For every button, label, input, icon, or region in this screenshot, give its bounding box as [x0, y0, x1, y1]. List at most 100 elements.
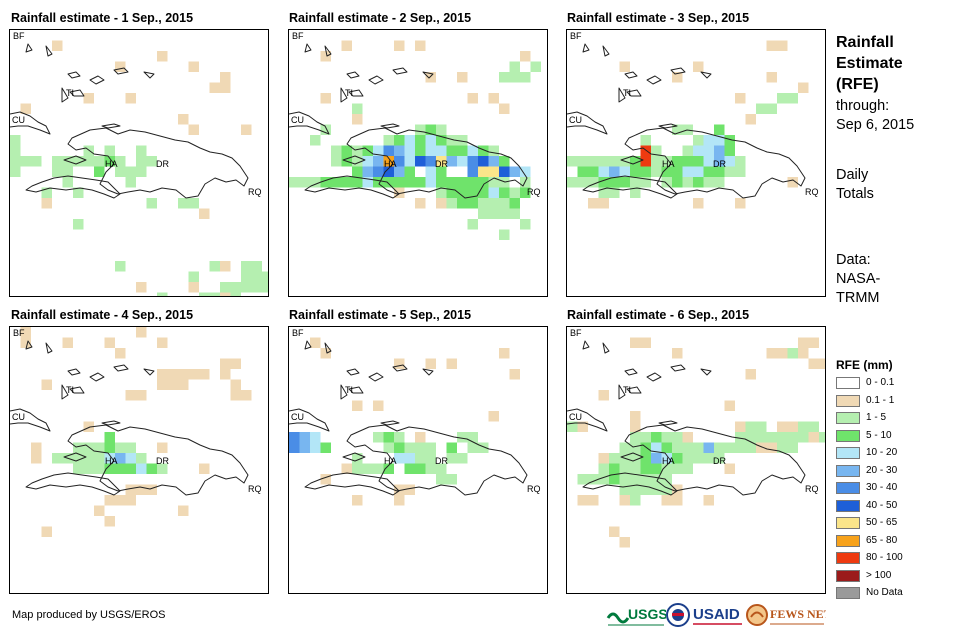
coastline-path	[143, 71, 155, 79]
rain-cell	[619, 166, 630, 177]
coastline-path	[89, 372, 105, 382]
rain-cell	[157, 442, 168, 453]
rain-cell	[488, 208, 499, 219]
coastline-path	[567, 408, 608, 432]
rain-cell	[714, 124, 725, 135]
usaid-seal-icon	[666, 602, 690, 628]
rain-cell	[756, 432, 767, 443]
coastline-path	[620, 452, 644, 462]
rain-cell	[125, 495, 136, 506]
country-label-rq: RQ	[805, 484, 819, 494]
rain-cell	[157, 369, 168, 380]
rain-cell	[509, 198, 520, 209]
rain-cell	[241, 124, 252, 135]
rain-cell	[619, 61, 630, 72]
rain-cell	[509, 166, 520, 177]
rain-cell	[104, 145, 115, 156]
rain-cell	[188, 282, 199, 293]
rain-cell	[230, 358, 241, 369]
legend-swatch	[836, 464, 860, 477]
rain-cell	[220, 72, 231, 83]
rain-cell	[115, 495, 126, 506]
map-1: BF CU TI HA DR RQ	[10, 31, 268, 296]
rain-cell	[73, 187, 84, 198]
rain-cell	[693, 177, 704, 188]
rain-cell	[798, 348, 809, 359]
rain-cell	[320, 348, 331, 359]
rain-cell	[41, 379, 52, 390]
rain-cell	[567, 156, 578, 167]
rain-cell	[756, 421, 767, 432]
side-title-line-2: Estimate	[836, 55, 903, 72]
rain-cell	[651, 453, 662, 464]
rain-cells	[10, 40, 268, 296]
rain-cell	[394, 358, 405, 369]
coastline-path	[348, 89, 364, 97]
rain-cell	[362, 166, 373, 177]
rain-cell	[777, 442, 788, 453]
rain-cell	[20, 103, 31, 114]
coastline-path	[25, 43, 33, 53]
legend-title: RFE (mm)	[836, 358, 893, 372]
rain-cell	[425, 156, 436, 167]
rain-cell	[394, 432, 405, 443]
country-label-ti: TI	[345, 88, 353, 98]
rain-cell	[436, 463, 447, 474]
legend-label: 0.1 - 1	[866, 394, 895, 406]
rain-cell	[394, 166, 405, 177]
rain-cell	[478, 187, 489, 198]
rain-cell	[299, 432, 310, 443]
country-label-rq: RQ	[805, 187, 819, 197]
rain-cell	[104, 337, 115, 348]
rain-cell	[640, 453, 651, 464]
rain-cell	[394, 156, 405, 167]
rain-cell	[310, 135, 321, 146]
coastline-path	[348, 386, 364, 394]
rain-cell	[630, 432, 641, 443]
rain-cell	[598, 156, 609, 167]
rain-cell	[724, 135, 735, 146]
country-label-ha: HA	[105, 159, 118, 169]
rain-cell	[52, 166, 63, 177]
rain-cell	[567, 177, 578, 188]
map-6: BF CU TI HA DR RQ	[567, 328, 825, 548]
rain-cell	[499, 348, 510, 359]
rain-cell	[136, 166, 147, 177]
rain-cell	[577, 474, 588, 485]
rain-cell	[115, 156, 126, 167]
rain-cell	[352, 156, 363, 167]
rain-cell	[104, 442, 115, 453]
rain-cell	[320, 177, 331, 188]
country-label-ha: HA	[384, 456, 397, 466]
coastline-path	[63, 155, 87, 165]
rain-cell	[209, 292, 220, 296]
rain-cell	[661, 432, 672, 443]
rain-cell	[808, 337, 819, 348]
coastline-path	[289, 111, 330, 135]
coastline-path	[670, 67, 686, 75]
rain-cell	[577, 166, 588, 177]
coastline-path	[67, 71, 81, 79]
rain-cell	[478, 442, 489, 453]
coastline-path	[346, 127, 528, 199]
rain-cell	[509, 208, 520, 219]
rain-cell	[157, 51, 168, 62]
rain-cell	[630, 177, 641, 188]
legend-label: 20 - 30	[866, 464, 898, 476]
rain-cell	[94, 505, 105, 516]
rain-cell	[703, 177, 714, 188]
rain-cell	[425, 442, 436, 453]
rain-cell	[619, 537, 630, 548]
legend-swatch	[836, 377, 860, 389]
rain-cell	[352, 400, 363, 411]
rain-cell	[478, 177, 489, 188]
legend-swatch	[836, 482, 860, 494]
rain-cell	[598, 390, 609, 401]
rain-cell	[672, 72, 683, 83]
coastline-path	[340, 384, 348, 400]
rain-cell	[661, 453, 672, 464]
rain-cell	[446, 187, 457, 198]
coastline-path	[25, 472, 121, 496]
rain-cell	[630, 442, 641, 453]
rain-cell	[457, 72, 468, 83]
